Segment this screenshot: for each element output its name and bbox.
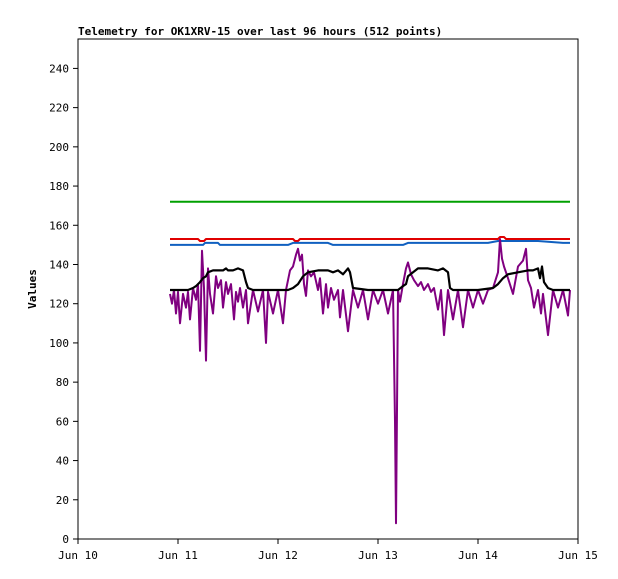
x-tick-label: Jun 13 [358,549,398,562]
y-axis-label: Values [26,269,39,309]
y-tick-label: 180 [49,180,69,193]
plot-area-frame [77,38,579,540]
y-tick-label: 240 [49,62,69,75]
y-tick-label: 160 [49,219,69,232]
series-line-3 [169,238,571,525]
x-tick-label: Jun 12 [258,549,298,562]
x-tick-label: Jun 10 [58,549,98,562]
chart-title: Telemetry for OK1XRV-15 over last 96 hou… [78,25,442,38]
y-tick-label: 80 [56,376,69,389]
y-tick-label: 0 [62,533,69,546]
y-tick-label: 40 [56,455,69,468]
x-tick-label: Jun 14 [458,549,498,562]
x-tick-label: Jun 15 [558,549,598,562]
x-tick-label: Jun 11 [158,549,198,562]
y-tick-label: 20 [56,494,69,507]
y-tick-label: 200 [49,141,69,154]
series-line-1 [170,236,570,242]
series-layer [169,200,571,525]
y-tick-label: 120 [49,298,69,311]
y-tick-label: 140 [49,258,69,271]
y-axis: 0 20 40 60 80 100 120 140 160 180 200 220 240 [49,62,78,546]
x-axis: Jun 10 Jun 11 Jun 12 Jun 13 Jun 14 Jun 15 [58,539,598,562]
series-line-4 [170,265,570,292]
y-tick-label: 100 [49,337,69,350]
y-tick-label: 60 [56,415,69,428]
series-line-2 [170,240,570,246]
y-tick-label: 220 [49,102,69,115]
